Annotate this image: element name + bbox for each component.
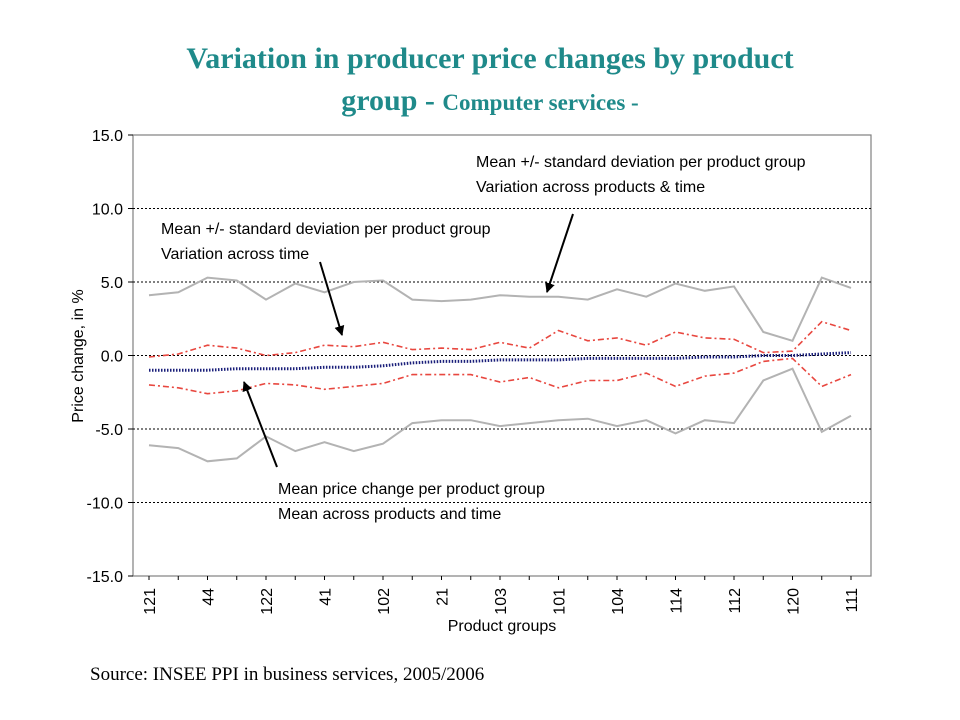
y-tick-label: 5.0 xyxy=(101,275,123,292)
annotation-2-line-2: Variation across time xyxy=(161,246,309,263)
gridlines xyxy=(133,208,871,503)
series-lower-inner xyxy=(148,357,852,395)
annotation-1-line-2: Variation across products & time xyxy=(476,179,705,196)
y-tick-label: 10.0 xyxy=(92,202,123,219)
annotation-3-line-2: Mean across products and time xyxy=(278,506,501,523)
x-tick-label: 121 xyxy=(142,588,159,615)
x-tick-label: 120 xyxy=(786,588,803,615)
annotation-1-line-1: Mean +/- standard deviation per product … xyxy=(476,154,806,171)
x-tick-label: 21 xyxy=(435,588,452,606)
x-tick-label: 122 xyxy=(259,588,276,615)
x-tick-label: 101 xyxy=(552,588,569,615)
series-mean xyxy=(149,351,852,372)
annotation-2: Mean +/- standard deviation per product … xyxy=(161,221,491,336)
y-tick-label: -15.0 xyxy=(87,569,124,586)
x-tick-label: 104 xyxy=(610,588,627,615)
annotation-2-line-1: Mean +/- standard deviation per product … xyxy=(161,221,491,238)
y-tick-label: -10.0 xyxy=(87,496,124,513)
x-tick-label: 102 xyxy=(376,588,393,615)
annotation-3-arrow xyxy=(242,381,278,468)
x-axis: 121 44 122 41 102 21 103 101 104 114 112 120 111 xyxy=(142,576,861,615)
x-tick-label: 41 xyxy=(318,588,335,606)
x-tick-label: 111 xyxy=(844,588,861,612)
y-tick-label: -5.0 xyxy=(95,422,123,439)
source-note: Source: INSEE PPI in business services, … xyxy=(90,664,485,685)
chart-title: Variation in producer price changes by p… xyxy=(0,38,960,127)
title-line-1: Variation in producer price changes by p… xyxy=(186,42,794,75)
y-tick-label: 0.0 xyxy=(101,349,123,366)
series-upper-inner xyxy=(148,320,852,358)
x-axis-label: Product groups xyxy=(448,618,557,635)
y-axis: 15.0 10.0 5.0 0.0 -5.0 -10.0 -15.0 xyxy=(87,128,133,586)
annotation-3: Mean price change per product group Mean… xyxy=(242,381,545,523)
annotation-1: Mean +/- standard deviation per product … xyxy=(476,154,806,293)
y-axis-label: Price change, in % xyxy=(70,289,87,422)
title-subtitle: Computer services - xyxy=(442,90,639,115)
annotation-2-arrow xyxy=(319,261,345,336)
x-tick-label: 114 xyxy=(669,588,686,614)
x-tick-label: 44 xyxy=(201,588,218,606)
title-line-2-main: group - xyxy=(341,84,443,117)
x-tick-label: 112 xyxy=(727,588,744,614)
annotation-1-arrow xyxy=(545,213,574,293)
x-tick-label: 103 xyxy=(493,588,510,615)
annotation-3-line-1: Mean price change per product group xyxy=(278,481,545,498)
y-tick-label: 15.0 xyxy=(92,128,123,145)
series-upper-outer xyxy=(148,276,852,343)
title-line-2: group - Computer services - xyxy=(0,80,960,127)
